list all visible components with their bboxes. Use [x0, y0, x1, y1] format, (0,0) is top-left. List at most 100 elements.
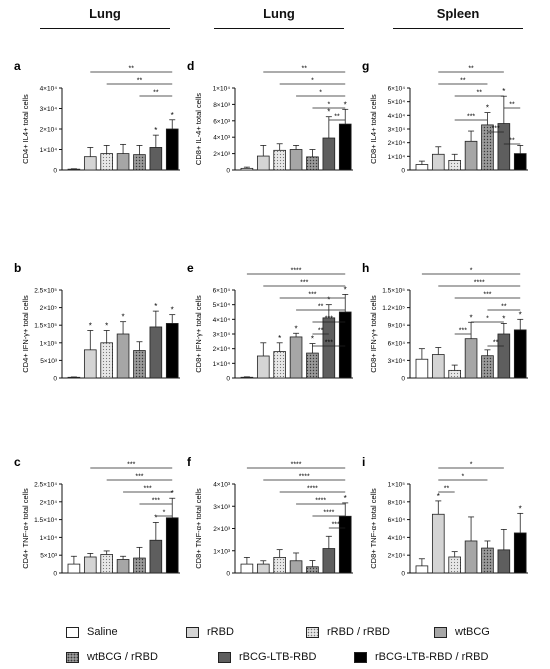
y-tick-label-e: 0 — [226, 376, 230, 383]
y-tick-label-c: 0 — [53, 571, 57, 578]
sig-bracket-label-e-3: ** — [318, 304, 324, 311]
bar-d-3 — [289, 149, 303, 171]
bar-g-0 — [415, 164, 429, 171]
y-axis-label-h: CD8+ IFN-γ+ total cells — [369, 295, 378, 373]
panel-letter-e: e — [187, 261, 194, 275]
bar-d-5 — [322, 137, 336, 171]
bar-f-4 — [306, 566, 319, 574]
y-tick-label-e: 6×10⁴ — [213, 288, 231, 295]
legend-swatch — [434, 626, 447, 638]
bar-d-2 — [273, 149, 286, 171]
bar-i-4 — [481, 547, 494, 574]
y-tick-label-g: 2×10⁴ — [388, 140, 406, 147]
y-tick-label-a: 4×10⁴ — [40, 86, 58, 93]
bar-a-6 — [165, 128, 179, 171]
bar-c-4 — [133, 557, 146, 574]
sig-bracket-label-g-5: *** — [492, 126, 500, 133]
bar-c-1 — [83, 556, 97, 574]
bar-f-5 — [322, 548, 336, 574]
panel-letter-g: g — [362, 59, 369, 73]
sig-bracket-label-g-4: *** — [467, 114, 475, 121]
sig-star-h-5: * — [502, 314, 505, 323]
sig-bracket-label-i-2: ** — [444, 486, 450, 493]
y-tick-label-a: 3×10⁴ — [40, 106, 58, 113]
y-tick-label-b: 1×10⁵ — [40, 340, 58, 347]
y-tick-label-e: 3×10⁴ — [213, 332, 231, 339]
bar-e-0 — [240, 376, 254, 379]
y-tick-label-d: 1×10⁴ — [213, 86, 231, 93]
legend-item: wtBCG — [434, 626, 490, 638]
bar-a-4 — [133, 154, 146, 171]
sig-star-d-6: * — [344, 100, 347, 109]
sig-star-f-6: * — [344, 494, 347, 503]
sig-star-b-3: * — [122, 313, 125, 322]
y-tick-label-g: 6×10⁴ — [388, 86, 406, 93]
y-tick-label-b: 1.5×10⁵ — [34, 323, 57, 330]
legend-label: rBCG-LTB-RBD / rRBD — [375, 651, 489, 663]
y-tick-label-g: 5×10⁴ — [388, 99, 406, 106]
legend-swatch — [66, 651, 79, 663]
legend-label: wtBCG / rRBD — [87, 651, 158, 663]
bar-d-1 — [256, 155, 270, 171]
sig-bracket-label-d-2: * — [319, 90, 322, 97]
y-axis-label-f: CD8+ TNF-α+ total cells — [194, 488, 203, 569]
sig-bracket-label-c-0: *** — [127, 462, 135, 469]
bar-e-5 — [322, 317, 336, 379]
legend-swatch — [218, 651, 231, 663]
sig-star-b-5: * — [154, 302, 157, 311]
column-header-spleen: Spleen — [436, 6, 480, 21]
bar-e-4 — [306, 352, 319, 379]
legend: Saline rRBD rRBD / rRBD wtBCG wtBCG / rRBD rB… — [0, 618, 550, 669]
y-tick-label-i: 4×10⁴ — [388, 535, 406, 542]
y-tick-label-h: 9×10⁴ — [388, 323, 406, 330]
sig-star-i-1: * — [437, 492, 440, 501]
y-axis-label-e: CD8+ IFN-γ+ total cells — [194, 295, 203, 373]
sig-bracket-label-e-2: *** — [308, 292, 316, 299]
bar-f-1 — [256, 563, 270, 574]
y-tick-label-c: 1×10⁴ — [40, 535, 58, 542]
sig-bracket-label-i-1: * — [462, 474, 465, 481]
y-tick-label-e: 4×10⁴ — [213, 317, 231, 324]
bar-e-3 — [289, 336, 303, 379]
y-tick-label-i: 8×10⁴ — [388, 499, 406, 506]
y-axis-label-i: CD8+ TNF-α+ total cells — [369, 488, 378, 569]
sig-bracket-label-h-6: ** — [493, 340, 499, 347]
y-tick-label-c: 2.5×10⁴ — [34, 482, 57, 489]
bar-b-0 — [67, 376, 81, 379]
y-tick-label-d: 8×10³ — [213, 102, 231, 109]
sig-bracket-label-e-0: **** — [291, 268, 302, 275]
y-tick-label-f: 4×10³ — [213, 482, 231, 489]
sig-bracket-label-f-1: **** — [299, 474, 310, 481]
y-tick-label-h: 6×10⁴ — [388, 340, 406, 347]
y-tick-label-e: 5×10⁴ — [213, 302, 231, 309]
bar-a-5 — [149, 147, 163, 171]
column-rule-1 — [40, 28, 170, 29]
bar-b-1 — [83, 349, 97, 379]
legend-item: rRBD — [186, 626, 234, 638]
bar-c-2 — [100, 554, 113, 574]
bar-d-4 — [306, 156, 319, 171]
bar-i-2 — [448, 556, 461, 574]
sig-bracket-label-e-1: *** — [300, 280, 308, 287]
sig-star-h-6: * — [519, 310, 522, 319]
legend-label: wtBCG — [455, 626, 490, 638]
y-tick-label-f: 3×10³ — [213, 504, 231, 511]
sig-star-i-6: * — [519, 504, 522, 513]
sig-bracket-label-g-1: ** — [460, 78, 466, 85]
sig-star-e-4: * — [311, 335, 314, 344]
bar-b-3 — [116, 333, 130, 379]
sig-star-b-1: * — [89, 321, 92, 330]
sig-bracket-label-d-1: * — [311, 78, 314, 85]
sig-star-e-2: * — [278, 334, 281, 343]
y-tick-label-f: 1×10³ — [213, 548, 231, 555]
legend-swatch — [354, 651, 367, 663]
sig-star-e-3: * — [295, 324, 298, 333]
sig-bracket-label-g-6: ** — [509, 138, 515, 145]
sig-bracket-label-h-0: * — [470, 268, 473, 275]
y-axis-label-d: CD8+ IL-4+ total cells — [194, 93, 203, 165]
y-axis-label-a: CD4+ IL4+ total cells — [21, 94, 30, 164]
sig-bracket-label-h-3: ** — [501, 304, 507, 311]
panel-letter-a: a — [14, 59, 21, 73]
sig-bracket-label-g-0: ** — [468, 66, 474, 73]
y-tick-label-f: 2×10³ — [213, 526, 231, 533]
